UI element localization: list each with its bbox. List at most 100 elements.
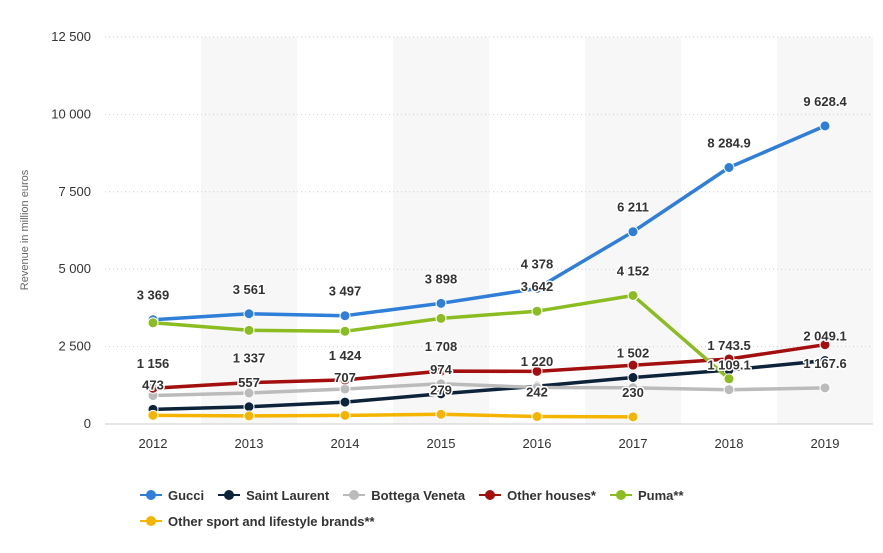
data-point[interactable] [723, 353, 735, 365]
data-label: 1 337 [233, 351, 266, 366]
series-puma[interactable] [147, 289, 735, 385]
data-point[interactable] [531, 282, 543, 294]
data-label: 3 497 [329, 284, 362, 299]
data-point[interactable] [435, 378, 447, 390]
data-point[interactable] [243, 410, 255, 422]
data-point[interactable] [147, 382, 159, 394]
data-point[interactable] [435, 365, 447, 377]
legend-item[interactable]: Saint Laurent [218, 484, 329, 506]
data-point[interactable] [339, 374, 351, 386]
data-point[interactable] [243, 377, 255, 389]
legend: Gucci Saint Laurent Bottega Veneta Other ho… [140, 484, 860, 532]
data-label: 1 156 [137, 356, 170, 371]
data-point[interactable] [339, 325, 351, 337]
data-point[interactable] [243, 308, 255, 320]
data-label: 3 642 [521, 279, 554, 294]
legend-item[interactable]: Puma** [609, 484, 684, 506]
series-line [152, 124, 826, 322]
series-other-sport-and-lifestyle-brands[interactable] [147, 408, 639, 423]
x-tick-label: 2014 [331, 436, 360, 451]
data-label: 2 049.1 [803, 329, 846, 344]
data-point[interactable] [819, 120, 831, 132]
x-tick-label: 2012 [139, 436, 168, 451]
legend-label: Puma** [637, 487, 684, 503]
legend-item[interactable]: Gucci [140, 484, 204, 506]
legend-swatch [218, 489, 241, 501]
data-label: 1 743.5 [707, 338, 750, 353]
data-label: 473 [142, 377, 164, 392]
data-point[interactable] [531, 411, 543, 423]
category-band [393, 37, 489, 424]
category-band [201, 37, 297, 424]
y-tick-label: 0 [84, 416, 91, 431]
legend-item[interactable]: Other houses* [479, 484, 596, 506]
data-label: 6 211 [617, 200, 649, 215]
data-point[interactable] [627, 289, 639, 301]
data-point[interactable] [723, 373, 735, 385]
legend-label: Saint Laurent [246, 487, 330, 503]
series-line [152, 412, 634, 419]
y-axis-label: Revenue in million euros [19, 169, 31, 290]
legend-label: Other houses* [507, 487, 596, 503]
data-point[interactable] [147, 317, 159, 329]
legend-swatch [140, 515, 162, 527]
data-point[interactable] [435, 312, 447, 324]
series-line [152, 358, 826, 412]
data-point[interactable] [723, 161, 735, 173]
x-tick-label: 2018 [715, 436, 744, 451]
series-other-houses[interactable] [147, 339, 831, 394]
data-point[interactable] [819, 355, 831, 367]
data-point[interactable] [531, 381, 543, 393]
data-label: 1 220 [521, 354, 554, 369]
data-label: 279 [430, 382, 452, 397]
data-label: 242 [526, 385, 548, 400]
data-point[interactable] [819, 382, 831, 394]
x-tick-label: 2013 [235, 436, 264, 451]
data-point[interactable] [819, 339, 831, 351]
data-label: 3 898 [425, 271, 458, 286]
x-tick-label: 2017 [619, 436, 648, 451]
data-point[interactable] [627, 371, 639, 383]
series-gucci[interactable] [147, 120, 831, 326]
data-point[interactable] [339, 310, 351, 322]
data-point[interactable] [531, 305, 543, 317]
data-label: 3 369 [137, 288, 170, 303]
data-label: 1 109.1 [707, 358, 750, 373]
data-point[interactable] [435, 297, 447, 309]
data-point[interactable] [627, 359, 639, 371]
legend-item[interactable]: Other sport and lifestyle brands** [140, 510, 375, 532]
y-tick-label: 7 500 [58, 184, 91, 199]
x-tick-label: 2019 [811, 436, 840, 451]
data-label: 707 [334, 370, 356, 385]
legend-swatch [479, 489, 502, 501]
y-tick-label: 12 500 [51, 29, 91, 44]
data-label: 974 [430, 362, 452, 377]
x-tick-label: 2015 [427, 436, 456, 451]
y-axis: 0 2 500 5 000 7 500 10 000 12 500 [51, 29, 91, 431]
data-point[interactable] [627, 382, 639, 394]
data-point[interactable] [531, 365, 543, 377]
series-line [152, 342, 826, 390]
legend-item[interactable]: Bottega Veneta [343, 484, 465, 506]
data-point[interactable] [627, 226, 639, 238]
x-axis: 2012 2013 2014 2015 2016 2017 2018 2019 [139, 436, 840, 451]
legend-swatch [609, 489, 632, 501]
data-label: 230 [622, 385, 644, 400]
data-point[interactable] [243, 324, 255, 336]
data-point[interactable] [435, 408, 447, 420]
data-point[interactable] [339, 383, 351, 395]
data-point[interactable] [627, 411, 639, 423]
legend-swatch [140, 489, 162, 501]
y-tick-label: 5 000 [58, 261, 91, 276]
data-label: 1 167.6 [803, 356, 846, 371]
data-point[interactable] [243, 401, 255, 413]
data-point[interactable] [723, 384, 735, 396]
data-label: 1 502 [617, 345, 650, 360]
legend-label: Gucci [168, 487, 205, 503]
data-point[interactable] [339, 409, 351, 421]
data-label: 9 628.4 [803, 94, 847, 109]
data-point[interactable] [339, 396, 351, 408]
data-point[interactable] [147, 409, 159, 421]
